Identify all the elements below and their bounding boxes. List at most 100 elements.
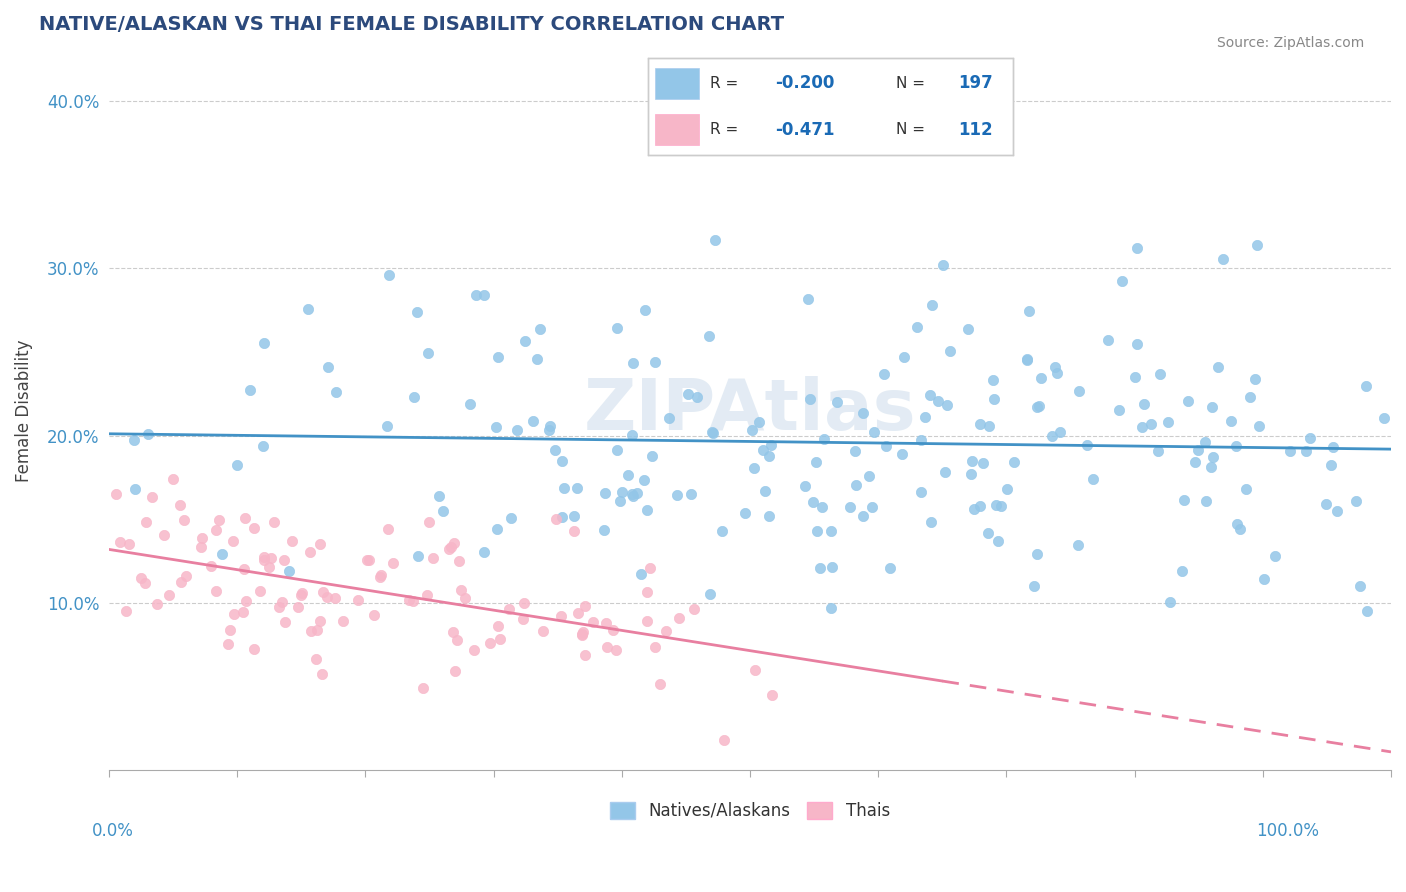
Legend: Natives/Alaskans, Thais: Natives/Alaskans, Thais [603, 795, 897, 826]
Point [325, 384, 347, 399]
Point [311, 666, 333, 681]
Point [170, 575, 193, 590]
Point [305, 624, 328, 638]
Point [190, 540, 212, 554]
Point [562, 508, 585, 523]
Point [298, 545, 321, 559]
Point [1159, 595, 1181, 609]
Point [990, 499, 1012, 513]
Point [609, 494, 631, 508]
Point [1295, 444, 1317, 458]
Point [316, 359, 339, 374]
Point [513, 334, 536, 349]
Point [821, 559, 844, 574]
Point [1069, 384, 1091, 398]
Point [1229, 522, 1251, 536]
Point [418, 515, 440, 529]
Point [484, 420, 506, 434]
Point [104, 487, 127, 501]
Point [1194, 434, 1216, 449]
Point [1173, 492, 1195, 507]
Point [512, 596, 534, 610]
Point [914, 410, 936, 425]
Point [699, 586, 721, 600]
Point [219, 623, 242, 637]
Point [1123, 370, 1146, 384]
Point [1202, 450, 1225, 465]
Point [810, 561, 832, 575]
Point [416, 588, 439, 602]
Point [630, 566, 652, 581]
Point [191, 531, 214, 545]
Text: 100.0%: 100.0% [1256, 822, 1319, 840]
Point [253, 553, 276, 567]
Point [512, 612, 534, 626]
Point [253, 336, 276, 351]
Point [211, 547, 233, 561]
Point [820, 601, 842, 615]
Point [734, 506, 756, 520]
Point [1350, 579, 1372, 593]
Point [217, 637, 239, 651]
Point [1130, 419, 1153, 434]
Point [290, 588, 312, 602]
Point [1315, 497, 1337, 511]
Point [443, 536, 465, 550]
Point [226, 458, 249, 472]
Point [347, 592, 370, 607]
Point [683, 602, 706, 616]
Point [141, 490, 163, 504]
Point [506, 423, 529, 437]
Point [169, 498, 191, 512]
Point [626, 486, 648, 500]
Point [1322, 440, 1344, 454]
Y-axis label: Female Disability: Female Disability [15, 339, 32, 482]
Point [858, 469, 880, 483]
Point [382, 557, 405, 571]
Point [1171, 564, 1194, 578]
Point [852, 509, 875, 524]
Point [751, 443, 773, 458]
Point [446, 633, 468, 648]
Point [744, 663, 766, 677]
Point [145, 597, 167, 611]
Point [1206, 359, 1229, 374]
Point [553, 481, 575, 495]
Point [114, 604, 136, 618]
Point [801, 495, 824, 509]
Point [124, 483, 146, 497]
Point [522, 414, 544, 428]
Point [1108, 402, 1130, 417]
Point [422, 551, 444, 566]
Point [797, 293, 820, 307]
Point [118, 536, 141, 550]
Point [1187, 442, 1209, 457]
Point [1015, 351, 1038, 366]
Point [610, 485, 633, 500]
Point [472, 545, 495, 559]
Point [1253, 572, 1275, 586]
Point [526, 351, 548, 366]
Point [1045, 360, 1067, 375]
Point [1076, 438, 1098, 452]
Point [478, 635, 501, 649]
Point [498, 602, 520, 616]
Point [267, 599, 290, 614]
Point [406, 304, 429, 318]
Point [273, 552, 295, 566]
Point [437, 541, 460, 556]
Point [233, 510, 256, 524]
Point [1097, 333, 1119, 347]
Point [1344, 494, 1367, 508]
Point [174, 569, 197, 583]
Point [404, 390, 426, 404]
Point [621, 489, 644, 503]
Point [593, 486, 616, 500]
Point [969, 417, 991, 431]
Point [356, 553, 378, 567]
Point [1326, 504, 1348, 518]
Point [644, 640, 666, 654]
Point [274, 615, 297, 629]
Point [1212, 252, 1234, 267]
Point [984, 498, 1007, 512]
